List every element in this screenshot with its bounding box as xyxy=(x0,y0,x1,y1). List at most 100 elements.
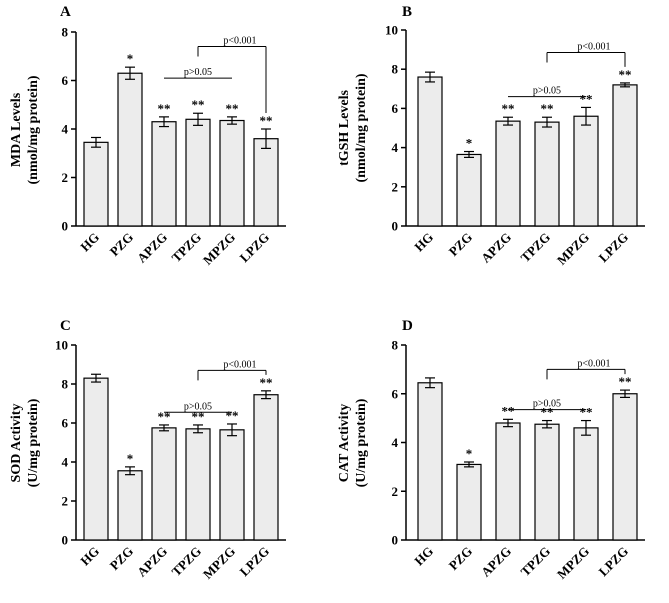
x-category-label-tpzg: TPZG xyxy=(517,544,553,580)
y-axis-label: CAT Activity (U/mg protein) xyxy=(337,398,369,487)
panel-letter: D xyxy=(402,318,413,334)
x-category-label-hg: HG xyxy=(411,544,436,569)
significance-stars: ** xyxy=(580,405,593,420)
y-tick-label: 8 xyxy=(62,25,69,40)
error-bar-apzg xyxy=(503,116,513,126)
significance-stars: ** xyxy=(580,91,593,106)
y-tick-label: 2 xyxy=(62,494,69,509)
y-axis-label-line2: (U/mg protein) xyxy=(354,398,369,487)
y-tick-label: 2 xyxy=(392,484,399,499)
bar-apzg xyxy=(495,422,521,541)
bar-hg xyxy=(417,76,443,227)
bar-pzg xyxy=(117,470,143,541)
bar-mpzg xyxy=(219,429,245,541)
panel-letter: B xyxy=(402,4,412,20)
significance-stars: ** xyxy=(158,101,171,116)
error-bar-hg xyxy=(425,71,435,83)
significance-stars: ** xyxy=(619,67,632,82)
comparison-bracket-1: p>0.05 xyxy=(508,399,586,411)
bar-hg xyxy=(417,382,443,541)
x-category-label-apzg: APZG xyxy=(134,544,170,580)
y-tick-label: 0 xyxy=(392,219,399,234)
bracket-label: p>0.05 xyxy=(533,86,561,97)
bracket-label: p<0.001 xyxy=(577,358,610,369)
bar-pzg xyxy=(456,463,482,541)
bar-apzg xyxy=(151,121,177,227)
y-tick-label: 8 xyxy=(392,62,399,77)
x-category-label-pzg: PZG xyxy=(107,230,137,260)
x-category-label-pzg: PZG xyxy=(446,230,476,260)
error-bar-mpzg xyxy=(227,116,237,125)
error-bar-tpzg xyxy=(193,112,203,126)
y-tick-label: 6 xyxy=(392,101,399,116)
x-category-label-mpzg: MPZG xyxy=(200,230,238,268)
error-bar-hg xyxy=(425,377,435,389)
comparison-bracket-2: p<0.001 xyxy=(546,42,626,67)
bracket-label: p>0.05 xyxy=(184,67,212,78)
bracket-label: p<0.001 xyxy=(577,42,610,53)
x-category-label-lpzg: LPZG xyxy=(595,544,631,580)
error-bar-lpzg xyxy=(261,128,271,149)
error-bar-lpzg xyxy=(620,82,630,88)
bar-lpzg xyxy=(253,394,279,541)
error-bar-tpzg xyxy=(542,116,552,128)
x-category-label-apzg: APZG xyxy=(134,230,170,266)
error-bar-pzg xyxy=(464,461,474,468)
y-tick-label: 4 xyxy=(62,455,69,470)
bar-mpzg xyxy=(219,119,245,227)
bar-hg xyxy=(83,377,109,541)
y-tick-label: 10 xyxy=(385,23,398,38)
bar-apzg xyxy=(495,120,521,227)
bracket-label: p<0.001 xyxy=(223,36,256,47)
x-category-label-lpzg: LPZG xyxy=(595,230,631,266)
comparison-bracket-1: p>0.05 xyxy=(164,401,232,413)
x-category-label-mpzg: MPZG xyxy=(200,544,238,582)
comparison-bracket-2: p<0.001 xyxy=(197,36,267,113)
significance-stars: ** xyxy=(260,113,273,128)
x-category-label-lpzg: LPZG xyxy=(236,230,272,266)
error-bar-apzg xyxy=(159,424,169,432)
significance-stars: ** xyxy=(619,374,632,389)
bar-hg xyxy=(83,141,109,227)
panel-c: C SOD Activity (U/mg protein) 0 2 4 6 8 10 HG * PZG… xyxy=(9,318,286,582)
y-axis-label-line1: MDA Levels xyxy=(9,92,24,167)
bracket-label: p>0.05 xyxy=(533,399,561,410)
y-tick-label: 8 xyxy=(392,338,399,353)
y-tick-label: 0 xyxy=(62,533,69,548)
bar-lpzg xyxy=(253,138,279,227)
comparison-bracket-1: p>0.05 xyxy=(164,67,232,79)
x-category-label-pzg: PZG xyxy=(107,544,137,574)
bar-tpzg xyxy=(534,423,560,541)
bar-tpzg xyxy=(185,118,211,227)
bar-pzg xyxy=(456,153,482,227)
y-tick-label: 6 xyxy=(392,386,399,401)
significance-stars: * xyxy=(466,136,473,151)
error-bar-lpzg xyxy=(620,389,630,399)
significance-stars: ** xyxy=(192,97,205,112)
bar-pzg xyxy=(117,72,143,227)
x-category-label-hg: HG xyxy=(77,544,102,569)
y-tick-label: 0 xyxy=(62,219,69,234)
x-category-label-mpzg: MPZG xyxy=(554,544,592,582)
y-tick-label: 4 xyxy=(392,140,399,155)
error-bar-hg xyxy=(91,136,101,148)
error-bar-pzg xyxy=(464,150,474,158)
panel-letter: C xyxy=(60,318,71,334)
significance-stars: ** xyxy=(502,403,515,418)
error-bar-tpzg xyxy=(193,424,203,434)
y-axis-label-line2: (U/mg protein) xyxy=(26,398,41,487)
y-tick-label: 4 xyxy=(62,122,69,137)
bar-mpzg xyxy=(573,427,599,541)
y-tick-label: 0 xyxy=(392,533,399,548)
bar-mpzg xyxy=(573,115,599,227)
y-tick-label: 6 xyxy=(62,73,69,88)
panel-letter: A xyxy=(60,4,71,20)
significance-stars: ** xyxy=(541,101,554,116)
y-tick-label: 6 xyxy=(62,416,69,431)
panel-d: D CAT Activity (U/mg protein) 0 2 4 6 8 HG * PZG **… xyxy=(337,318,645,582)
comparison-bracket-1: p>0.05 xyxy=(508,86,586,98)
y-axis-label-line2: (nmol/mg protein) xyxy=(354,73,369,182)
error-bar-apzg xyxy=(503,418,513,428)
